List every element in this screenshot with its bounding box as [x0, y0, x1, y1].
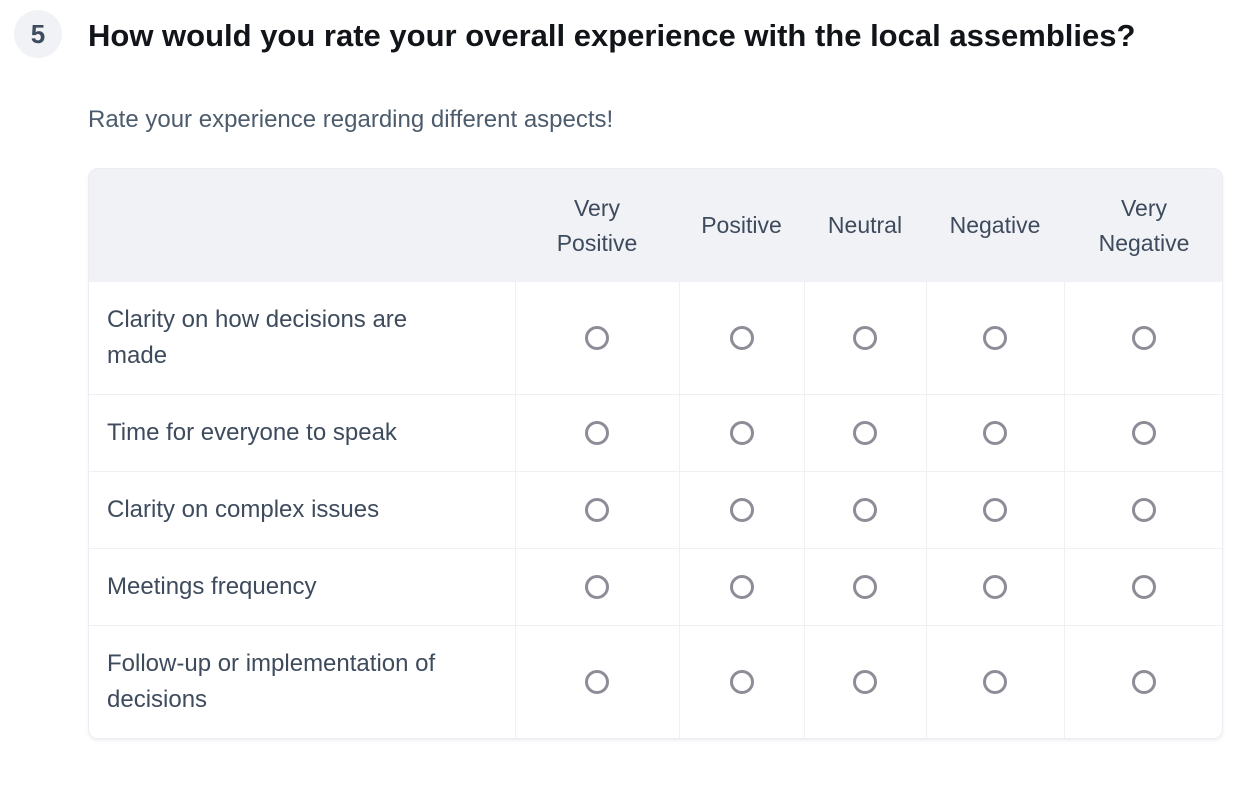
column-header-label: Neutral [827, 212, 903, 238]
column-header-positive: Positive [679, 169, 804, 282]
radio-button[interactable] [983, 498, 1007, 522]
radio-button[interactable] [585, 498, 609, 522]
radio-button[interactable] [853, 575, 877, 599]
column-header-negative: Negative [926, 169, 1064, 282]
row-label: Time for everyone to speak [89, 394, 515, 472]
question-number-badge: 5 [14, 10, 62, 58]
rating-matrix-table: Very Positive Positive Neutral Negative … [89, 169, 1222, 738]
radio-button[interactable] [983, 421, 1007, 445]
table-row: Time for everyone to speak [89, 394, 1222, 472]
row-label: Meetings frequency [89, 548, 515, 626]
column-header-label: Very Positive [556, 194, 638, 256]
radio-button[interactable] [729, 498, 754, 522]
radio-button[interactable] [853, 670, 877, 694]
table-row: Follow-up or implementation of decisions [89, 625, 1222, 738]
column-header-label: Very Negative [1098, 194, 1190, 256]
radio-button[interactable] [1132, 575, 1157, 599]
radio-button[interactable] [1132, 421, 1157, 445]
table-row: Clarity on complex issues [89, 471, 1222, 549]
column-header-very-positive: Very Positive [515, 169, 679, 282]
question-number: 5 [30, 18, 46, 49]
radio-button[interactable] [853, 326, 877, 350]
question-title: How would you rate your overall experien… [88, 18, 1136, 53]
row-label: Clarity on complex issues [89, 471, 515, 549]
radio-button[interactable] [729, 421, 754, 445]
radio-button[interactable] [729, 575, 754, 599]
radio-button[interactable] [1132, 326, 1157, 350]
radio-button[interactable] [729, 326, 754, 350]
question-subtitle: Rate your experience regarding different… [88, 106, 614, 133]
row-label: Clarity on how decisions are made [89, 282, 515, 395]
radio-button[interactable] [853, 498, 877, 522]
matrix-header-row: Very Positive Positive Neutral Negative … [89, 169, 1222, 282]
radio-button[interactable] [983, 326, 1007, 350]
radio-button[interactable] [983, 670, 1007, 694]
corner-header-empty [89, 169, 515, 282]
radio-button[interactable] [853, 421, 877, 445]
radio-button[interactable] [585, 670, 609, 694]
column-header-neutral: Neutral [804, 169, 926, 282]
column-header-very-negative: Very Negative [1064, 169, 1222, 282]
radio-button[interactable] [983, 575, 1007, 599]
column-header-label: Positive [701, 212, 782, 238]
radio-button[interactable] [729, 670, 754, 694]
radio-button[interactable] [1132, 498, 1157, 522]
table-row: Meetings frequency [89, 548, 1222, 626]
radio-button[interactable] [585, 326, 609, 350]
radio-button[interactable] [1132, 670, 1157, 694]
table-row: Clarity on how decisions are made [89, 282, 1222, 395]
radio-button[interactable] [585, 575, 609, 599]
radio-button[interactable] [585, 421, 609, 445]
column-header-label: Negative [949, 212, 1041, 238]
rating-matrix: Very Positive Positive Neutral Negative … [88, 168, 1223, 739]
row-label: Follow-up or implementation of decisions [89, 625, 515, 738]
